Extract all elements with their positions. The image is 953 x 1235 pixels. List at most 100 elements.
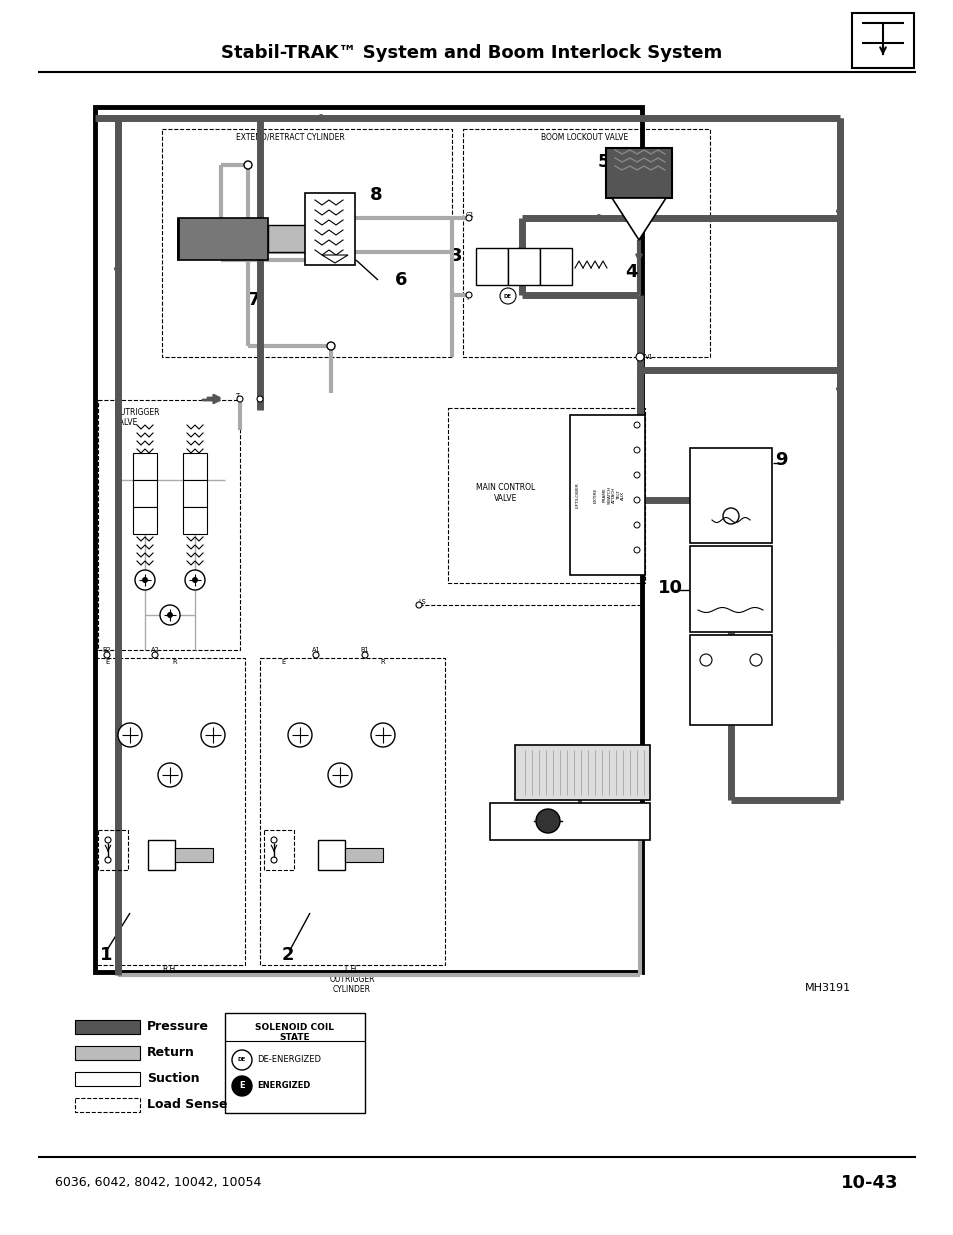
Bar <box>448 408 644 583</box>
Bar <box>178 219 268 261</box>
Bar <box>515 745 649 800</box>
Bar <box>132 480 157 508</box>
Circle shape <box>634 422 639 429</box>
Bar <box>268 225 319 252</box>
Text: Load Sense: Load Sense <box>147 1098 227 1112</box>
Circle shape <box>634 522 639 529</box>
Circle shape <box>158 763 182 787</box>
Circle shape <box>192 577 198 583</box>
Bar <box>345 848 382 862</box>
Circle shape <box>634 496 639 503</box>
Circle shape <box>152 652 158 658</box>
Text: Pressure: Pressure <box>147 1020 209 1034</box>
Bar <box>98 830 128 869</box>
Text: BYPASS
CHECK
VALVE: BYPASS CHECK VALVE <box>716 463 744 493</box>
Text: BYPASS
CHECK
VALVE: BYPASS CHECK VALVE <box>521 805 550 835</box>
Circle shape <box>232 1050 252 1070</box>
Bar <box>162 128 452 357</box>
Bar <box>490 803 649 840</box>
Text: 7: 7 <box>248 291 260 309</box>
Circle shape <box>271 857 276 863</box>
Bar <box>75 1098 140 1112</box>
Bar <box>75 1072 140 1086</box>
Circle shape <box>244 161 252 169</box>
Circle shape <box>232 1076 252 1095</box>
Text: 6: 6 <box>395 270 407 289</box>
Text: V1: V1 <box>644 354 653 359</box>
Bar <box>148 840 174 869</box>
Text: 2: 2 <box>282 946 294 965</box>
Text: EXTEND/RETRACT CYLINDER: EXTEND/RETRACT CYLINDER <box>235 132 344 142</box>
Text: Suction: Suction <box>147 1072 199 1086</box>
Circle shape <box>749 655 761 666</box>
Circle shape <box>105 857 111 863</box>
Circle shape <box>700 655 711 666</box>
Bar <box>95 658 245 965</box>
Bar <box>851 14 913 68</box>
Bar <box>183 508 207 534</box>
Text: P: P <box>255 393 260 399</box>
Text: B1: B1 <box>360 647 369 653</box>
Text: DE-ENERGIZED: DE-ENERGIZED <box>256 1056 320 1065</box>
Text: T: T <box>235 393 240 399</box>
Text: OUTRIGGER
CYLINDER: OUTRIGGER CYLINDER <box>329 974 375 994</box>
Bar <box>476 248 507 285</box>
Text: 5: 5 <box>598 153 610 170</box>
Text: C1: C1 <box>465 212 475 219</box>
Bar <box>225 1013 365 1113</box>
Circle shape <box>361 652 368 658</box>
Text: SOLENOID COIL
STATE: SOLENOID COIL STATE <box>255 1023 335 1042</box>
Text: A2: A2 <box>151 647 159 653</box>
Text: 1: 1 <box>100 946 112 965</box>
Circle shape <box>167 613 172 618</box>
Bar <box>317 840 345 869</box>
Circle shape <box>160 605 180 625</box>
Text: ENERGIZED: ENERGIZED <box>256 1082 310 1091</box>
Text: A1: A1 <box>312 647 320 653</box>
Text: E: E <box>105 659 109 664</box>
Circle shape <box>313 652 318 658</box>
Text: 6036, 6042, 8042, 10042, 10054: 6036, 6042, 8042, 10042, 10054 <box>55 1177 261 1189</box>
Bar <box>305 193 355 266</box>
Bar <box>75 1020 140 1034</box>
Text: Return: Return <box>147 1046 194 1060</box>
Circle shape <box>722 508 739 524</box>
Circle shape <box>236 396 243 403</box>
Circle shape <box>135 571 154 590</box>
Text: OUTRIGGER
VALVE: OUTRIGGER VALVE <box>115 408 160 427</box>
Text: B2: B2 <box>103 647 112 653</box>
Circle shape <box>118 722 142 747</box>
Circle shape <box>634 547 639 553</box>
Bar <box>264 830 294 869</box>
Text: MAIN CONTROL
VALVE: MAIN CONTROL VALVE <box>476 483 535 503</box>
Circle shape <box>327 342 335 350</box>
Text: 4: 4 <box>624 263 637 282</box>
Text: R: R <box>172 659 177 664</box>
Circle shape <box>371 722 395 747</box>
Bar <box>95 107 641 972</box>
Circle shape <box>288 722 312 747</box>
Polygon shape <box>612 198 665 240</box>
Circle shape <box>416 601 421 608</box>
Bar <box>132 508 157 534</box>
Text: Stabil-TRAK™ System and Boom Interlock System: Stabil-TRAK™ System and Boom Interlock S… <box>221 44 721 62</box>
Text: MH3191: MH3191 <box>804 983 850 993</box>
Text: E: E <box>239 1082 245 1091</box>
Bar <box>183 480 207 508</box>
Text: 8: 8 <box>370 186 382 204</box>
Circle shape <box>328 763 352 787</box>
Bar <box>569 415 644 576</box>
Text: L.H.: L.H. <box>344 965 359 974</box>
Bar <box>183 453 207 480</box>
Circle shape <box>201 722 225 747</box>
Bar <box>132 453 157 480</box>
Bar <box>539 248 572 285</box>
Polygon shape <box>322 254 348 263</box>
Bar <box>174 848 213 862</box>
Circle shape <box>636 353 643 361</box>
Bar <box>98 400 240 650</box>
Text: 9: 9 <box>774 451 786 469</box>
Circle shape <box>271 837 276 844</box>
Bar <box>507 248 539 285</box>
Text: R: R <box>380 659 385 664</box>
